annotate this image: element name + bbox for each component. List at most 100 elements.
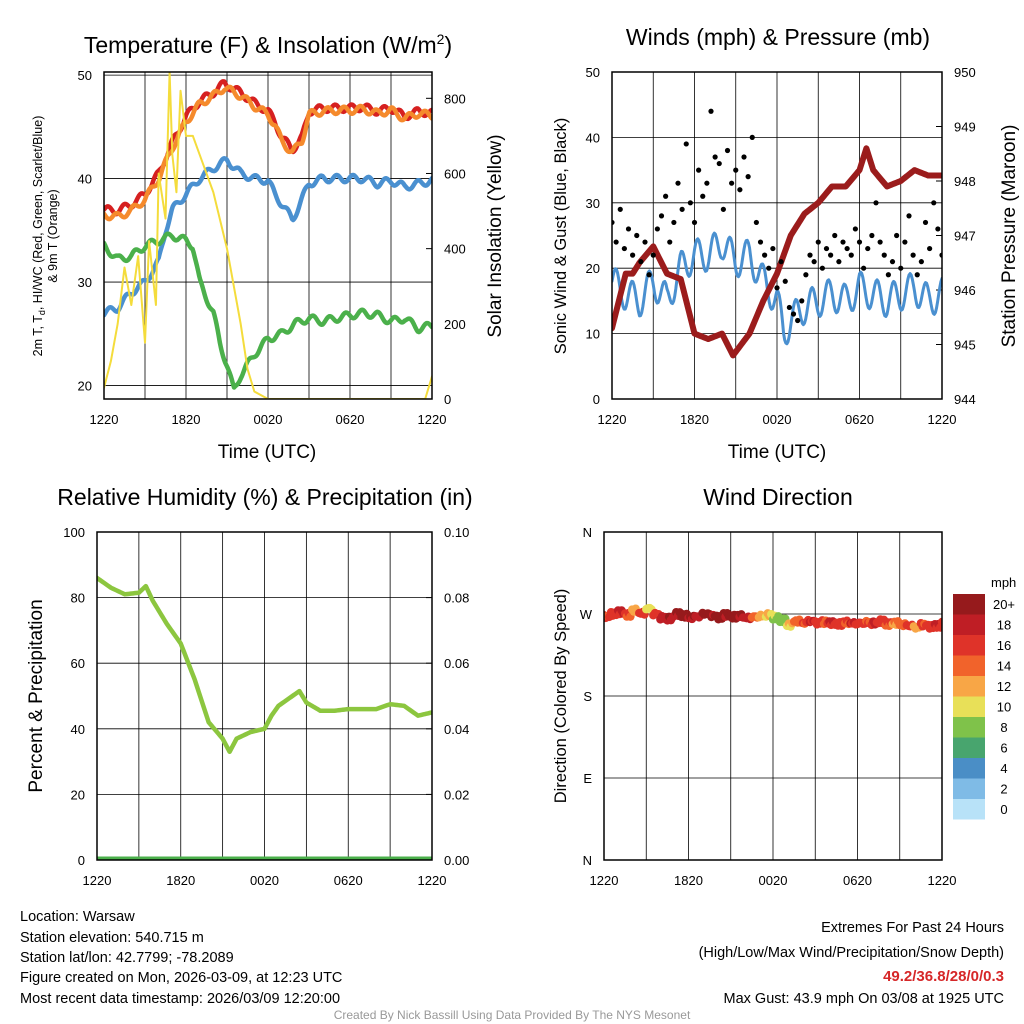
- gust-point: [869, 232, 875, 239]
- plot-data: [97, 575, 432, 860]
- y-tick-label: E: [583, 771, 592, 786]
- x-tick-label: 0020: [763, 412, 792, 427]
- y-tick-label-right: 0.00: [444, 853, 469, 868]
- gust-point: [778, 259, 784, 265]
- gust-point: [621, 245, 627, 252]
- series-td: [104, 231, 432, 390]
- gust-point: [795, 317, 801, 324]
- y-tick-label-right: 0.02: [444, 787, 469, 802]
- max-gust-text: Max Gust: 43.9 mph On 03/08 at 1925 UTC: [724, 991, 1004, 1007]
- gust-point: [807, 252, 813, 258]
- elevation-text: Station elevation: 540.715 m: [20, 930, 204, 946]
- legend-label: 12: [997, 679, 1011, 694]
- y-tick-label: 10: [586, 327, 600, 342]
- legend-swatch: [953, 778, 985, 799]
- gust-point: [716, 160, 722, 167]
- x-tick-label: 1220: [418, 873, 447, 888]
- legend-swatch: [953, 799, 985, 820]
- rh-panel-title: Relative Humidity (%) & Precipitation (i…: [57, 484, 472, 510]
- y-tick-label-right: 600: [444, 166, 466, 181]
- gust-point: [910, 252, 916, 258]
- legend-swatch: [953, 635, 985, 656]
- gust-point: [708, 108, 714, 114]
- gust-point: [630, 252, 636, 258]
- location-text: Location: Warsaw: [20, 909, 135, 925]
- recent-data-text: Most recent data timestamp: 2026/03/09 1…: [20, 991, 340, 1007]
- x-tick-label: 0620: [843, 873, 872, 888]
- y-tick-label-right: 948: [954, 174, 976, 189]
- y-tick-label-right: 800: [444, 91, 466, 106]
- gust-point: [935, 226, 941, 232]
- legend-swatch: [953, 758, 985, 779]
- gust-point: [671, 219, 677, 226]
- y-tick-label-right: 0.04: [444, 722, 469, 737]
- pressure-y-axis-label: Station Pressure (Maroon): [999, 125, 1020, 348]
- legend-swatch: [953, 696, 985, 717]
- temp-x-axis-label: Time (UTC): [218, 442, 317, 463]
- gust-point: [902, 239, 908, 245]
- legend-title: mph: [991, 575, 1016, 590]
- y-tick-label: 50: [78, 68, 92, 83]
- plot-data: [612, 108, 942, 359]
- series-sonic-wind: [612, 231, 942, 346]
- x-tick-label: 0620: [845, 412, 874, 427]
- gust-point: [658, 213, 665, 219]
- gust-point: [654, 226, 660, 232]
- series-relative-humidity: [97, 575, 432, 755]
- y-tick-label: 40: [78, 172, 92, 187]
- speed-color-legend: mph 20+ 18 16 14 12 10 8 6 4 2 0: [953, 575, 1016, 820]
- plot-data: [604, 603, 942, 633]
- gust-point: [885, 272, 891, 278]
- direction-y-axis-label: Direction (Colored By Speed): [552, 589, 570, 804]
- y-tick-label: 40: [71, 722, 85, 737]
- x-tick-label: 1820: [680, 412, 709, 427]
- extremes-subtitle: (High/Low/Max Wind/Precipitation/Snow De…: [699, 945, 1004, 961]
- gust-point: [918, 259, 924, 265]
- gust-point: [815, 239, 821, 245]
- x-tick-label: 1220: [590, 873, 619, 888]
- gust-point: [712, 154, 718, 160]
- extremes-box: Extremes For Past 24 Hours (High/Low/Max…: [699, 920, 1004, 1007]
- gust-point: [848, 252, 854, 258]
- gust-point: [881, 252, 887, 258]
- panel-1: 20 30 40 50 0 200 400 600 800 1220 1820 0020 0620 122…: [78, 68, 466, 427]
- gust-point: [782, 278, 788, 284]
- x-tick-label: 0020: [759, 873, 788, 888]
- y-tick-label: N: [583, 853, 592, 868]
- gust-point: [856, 239, 863, 245]
- panel-2: 0 10 20 30 40 50 944 945 946 947 948 949 950 1220 1820…: [586, 65, 976, 427]
- plot-data: [104, 72, 432, 399]
- gust-point: [931, 200, 937, 206]
- gust-point: [927, 245, 933, 252]
- gust-point: [906, 213, 912, 219]
- y-tick-label: 30: [586, 196, 600, 211]
- x-tick-label: 0620: [336, 412, 365, 427]
- legend-label: 6: [1000, 741, 1007, 756]
- gust-point: [861, 265, 867, 271]
- legend-swatch: [953, 594, 985, 615]
- gust-point: [741, 154, 747, 160]
- gust-point: [803, 272, 809, 278]
- legend-label: 20+: [993, 597, 1015, 612]
- gust-point: [844, 245, 850, 252]
- gust-point: [642, 239, 648, 245]
- gust-point: [753, 219, 759, 226]
- y-tick-label-right: 950: [954, 65, 976, 80]
- gust-point: [790, 311, 797, 317]
- y-tick-label: 0: [78, 853, 85, 868]
- legend-swatch: [953, 737, 985, 758]
- gust-point: [704, 180, 710, 186]
- y-tick-label: 80: [71, 591, 85, 606]
- gust-point: [766, 265, 772, 271]
- gust-point: [828, 252, 834, 258]
- gust-point: [811, 259, 817, 265]
- gust-point: [757, 239, 764, 245]
- x-tick-label: 1220: [83, 873, 112, 888]
- x-tick-label: 1220: [598, 412, 627, 427]
- y-tick-label-right: 200: [444, 317, 466, 332]
- temp-y-axis-label-line2: & 9m T (Orange): [46, 189, 60, 282]
- station-info: Location: Warsaw Station elevation: 540.…: [20, 909, 342, 1007]
- gust-point: [762, 252, 768, 258]
- x-tick-label: 1220: [418, 412, 447, 427]
